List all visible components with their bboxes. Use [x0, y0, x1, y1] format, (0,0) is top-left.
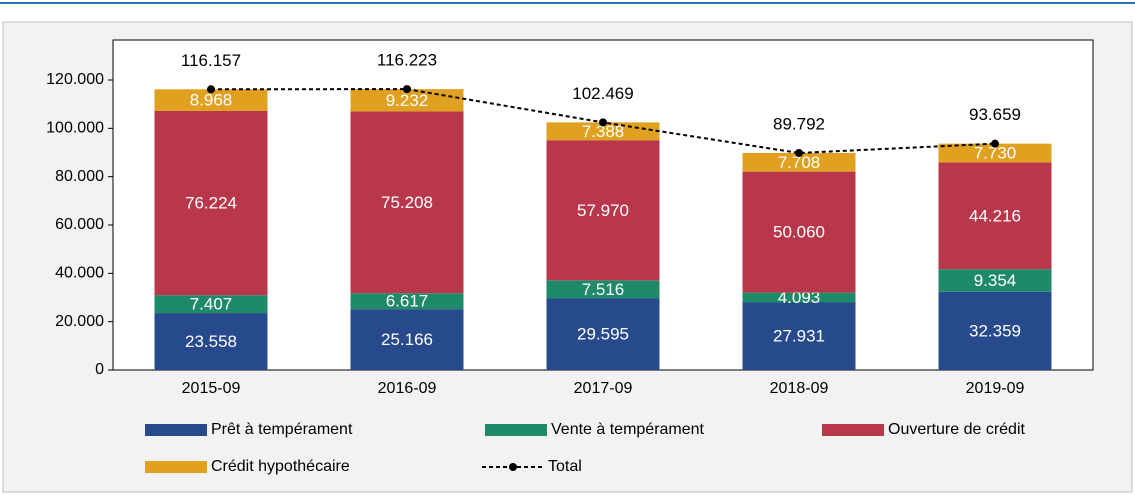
segment-label: 7.388: [582, 122, 625, 141]
bar-segment: [546, 140, 660, 281]
total-label: 116.223: [377, 51, 437, 70]
legend-label: Prêt à tempérament: [211, 421, 353, 438]
legend-swatch: [145, 461, 207, 473]
segment-label: 75.208: [381, 193, 433, 212]
segment-label: 29.595: [577, 325, 629, 344]
x-tick-label: 2017-09: [574, 380, 633, 397]
legend-label: Vente à tempérament: [551, 421, 705, 438]
bar-segment: [742, 153, 856, 172]
segment-label: 7.708: [778, 153, 821, 172]
y-tick-label: 40.000: [55, 265, 104, 282]
bar-segment: [938, 269, 1052, 292]
bar-segment: [742, 292, 856, 303]
x-tick-label: 2015-09: [182, 380, 241, 397]
segment-label: 9.232: [386, 91, 429, 110]
total-marker: [403, 85, 411, 94]
bar-segment: [938, 162, 1052, 270]
bar-segment: [350, 293, 464, 310]
segment-label: 32.359: [969, 321, 1021, 340]
segment-label: 25.166: [381, 330, 433, 349]
y-tick-label: 20.000: [55, 313, 104, 330]
x-tick-label: 2016-09: [378, 380, 437, 397]
bar-segment: [938, 143, 1052, 163]
total-marker: [795, 149, 803, 158]
segment-label: 76.224: [185, 194, 237, 213]
y-tick-label: 80.000: [55, 168, 104, 185]
segment-label: 57.970: [577, 201, 629, 220]
segment-label: 50.060: [773, 223, 825, 242]
total-marker: [207, 85, 215, 94]
bar-segment: [742, 302, 856, 370]
x-tick-label: 2018-09: [770, 380, 829, 397]
bar-segment: [350, 309, 464, 370]
legend-label: Ouverture de crédit: [888, 421, 1026, 438]
total-label: 102.469: [572, 84, 633, 103]
y-tick-label: 120.000: [46, 71, 104, 88]
bar-segment: [154, 89, 268, 111]
x-tick-label: 2019-09: [966, 380, 1025, 397]
y-tick-label: 0: [95, 361, 104, 378]
bar-segment: [350, 111, 464, 294]
total-label: 116.157: [181, 51, 241, 70]
segment-label: 7.730: [974, 143, 1017, 162]
segment-label: 7.516: [582, 280, 625, 299]
segment-label: 7.407: [190, 295, 233, 314]
legend-marker: [509, 463, 517, 471]
segment-label: 8.968: [190, 91, 233, 110]
legend-swatch: [145, 424, 207, 436]
bar-segment: [742, 171, 856, 293]
segment-label: 44.216: [969, 206, 1021, 225]
legend-label: Crédit hypothécaire: [211, 458, 350, 475]
total-marker: [599, 118, 607, 127]
bar-segment: [154, 295, 268, 314]
segment-label: 6.617: [386, 292, 429, 311]
total-marker: [991, 139, 999, 148]
legend-swatch: [822, 424, 884, 436]
bar-segment: [546, 280, 660, 299]
bar-segment: [546, 298, 660, 370]
bar-segment: [154, 313, 268, 370]
bar-segment: [938, 291, 1052, 370]
segment-label: 23.558: [185, 332, 237, 351]
segment-label: 4.093: [778, 288, 821, 307]
segment-label: 9.354: [974, 271, 1017, 290]
y-tick-label: 100.000: [46, 120, 104, 137]
legend-label: Total: [548, 458, 582, 475]
bar-segment: [154, 110, 268, 296]
total-label: 89.792: [773, 114, 825, 133]
legend-swatch: [485, 424, 547, 436]
y-tick-label: 60.000: [55, 216, 104, 233]
segment-label: 27.931: [773, 327, 825, 346]
total-label: 93.659: [969, 105, 1021, 124]
